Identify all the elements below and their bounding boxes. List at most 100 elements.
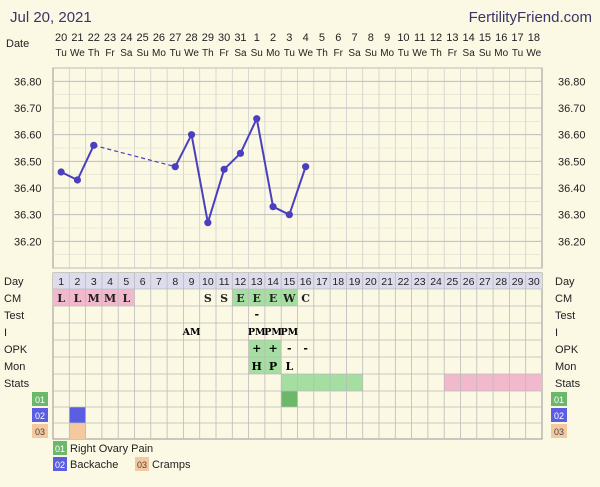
row-label-right: Day xyxy=(555,276,575,288)
temp-tick-left: 36.40 xyxy=(14,183,42,195)
weekday-label: Sa xyxy=(120,48,133,59)
row-label-right: CM xyxy=(555,293,572,305)
date-number: 28 xyxy=(185,32,197,44)
temp-point xyxy=(187,131,196,139)
cm-value: S xyxy=(204,292,212,305)
weekday-label: Mo xyxy=(494,48,508,59)
stats-fertile-band xyxy=(281,374,363,391)
cm-cell-highlight xyxy=(281,289,298,306)
day-number: 23 xyxy=(414,276,426,288)
cm-cell-highlight xyxy=(101,289,119,306)
temp-line-segment xyxy=(223,152,242,171)
date-number: 14 xyxy=(463,32,475,44)
legend-code: 02 xyxy=(55,460,65,470)
row-label-right: Stats xyxy=(555,378,581,390)
date-number: 17 xyxy=(511,32,523,44)
weekday-label: Tu xyxy=(55,48,66,59)
day-number: 13 xyxy=(251,276,263,288)
weekday-label: Mo xyxy=(380,48,394,59)
temp-point xyxy=(253,115,261,123)
date-number: 13 xyxy=(446,32,458,44)
weekday-label: Tu xyxy=(512,48,523,59)
cm-cell-highlight xyxy=(248,289,265,306)
intercourse-value: PM xyxy=(281,327,299,338)
weekday-label: Tu xyxy=(284,48,295,59)
temp-point xyxy=(302,163,310,171)
temp-tick-left: 36.80 xyxy=(14,76,42,88)
date-number: 6 xyxy=(335,32,341,44)
day-number: 20 xyxy=(365,276,377,288)
temp-line-segment xyxy=(288,166,307,215)
weekday-label: Fr xyxy=(448,48,458,59)
opk-value: - xyxy=(287,342,292,355)
legend-code: 01 xyxy=(55,444,65,454)
date-number: 27 xyxy=(169,32,181,44)
weekday-label: Sa xyxy=(348,48,361,59)
day-number: 16 xyxy=(300,276,312,288)
brand-logo-text[interactable]: FertilityFriend.com xyxy=(468,9,592,26)
custom-code-text: 03 xyxy=(35,427,45,437)
day-number: 5 xyxy=(123,276,129,288)
date-number: 18 xyxy=(528,32,540,44)
weekday-label: Th xyxy=(202,48,214,59)
intercourse-value: PM xyxy=(264,327,282,338)
cm-cell-highlight xyxy=(232,289,249,306)
day-number: 12 xyxy=(235,276,247,288)
day-number: 18 xyxy=(332,276,344,288)
temp-tick-left: 36.60 xyxy=(14,130,42,142)
day-number: 25 xyxy=(447,276,459,288)
row-label-right: OPK xyxy=(555,344,579,356)
weekday-label: We xyxy=(70,48,85,59)
cm-cell-highlight xyxy=(53,289,70,306)
weekday-label: Su xyxy=(479,48,491,59)
day-number: 28 xyxy=(495,276,507,288)
day-number: 10 xyxy=(202,276,214,288)
day-number: 9 xyxy=(189,276,195,288)
cm-value: E xyxy=(269,292,277,305)
date-number: 1 xyxy=(254,32,260,44)
date-row-label: Date xyxy=(6,38,29,50)
weekday-label: We xyxy=(412,48,427,59)
date-number: 10 xyxy=(397,32,409,44)
temp-tick-left: 36.30 xyxy=(14,210,42,222)
custom-code-chip-left xyxy=(32,408,48,422)
legend-label: Cramps xyxy=(152,459,191,471)
opk-value: - xyxy=(303,342,308,355)
mon-cell-highlight xyxy=(264,357,282,374)
temp-tick-right: 36.80 xyxy=(558,76,586,88)
date-number: 24 xyxy=(120,32,132,44)
weekday-label: Fr xyxy=(105,48,115,59)
date-number: 22 xyxy=(88,32,100,44)
temp-point xyxy=(269,203,277,211)
date-number: 3 xyxy=(286,32,292,44)
temp-tick-right: 36.40 xyxy=(558,183,586,195)
temp-point xyxy=(285,211,293,219)
test-value: - xyxy=(254,308,259,321)
row-label-left: I xyxy=(4,327,7,339)
day-number: 29 xyxy=(512,276,524,288)
cm-value: S xyxy=(220,292,228,305)
day-number: 8 xyxy=(172,276,178,288)
legend-swatch xyxy=(53,441,67,455)
legend-code: 03 xyxy=(137,460,147,470)
row-label-left: Stats xyxy=(4,378,30,390)
date-number: 31 xyxy=(234,32,246,44)
opk-cell-highlight xyxy=(248,340,265,357)
cm-value: W xyxy=(282,292,296,305)
temp-line-segment xyxy=(255,118,275,207)
row-label-left: CM xyxy=(4,293,21,305)
row-label-left: OPK xyxy=(4,344,28,356)
day-number: 17 xyxy=(316,276,328,288)
day-number: 24 xyxy=(430,276,442,288)
temp-line-segment xyxy=(206,169,226,223)
cm-value: L xyxy=(74,292,82,305)
day-number: 30 xyxy=(528,276,540,288)
day-number: 1 xyxy=(58,276,64,288)
date-number: 23 xyxy=(104,32,116,44)
weekday-label: Th xyxy=(316,48,328,59)
temp-line-segment xyxy=(174,134,193,168)
date-number: 25 xyxy=(137,32,149,44)
temp-point xyxy=(73,176,82,184)
weekday-label: Su xyxy=(251,48,263,59)
custom-symptom-cell xyxy=(69,407,86,423)
